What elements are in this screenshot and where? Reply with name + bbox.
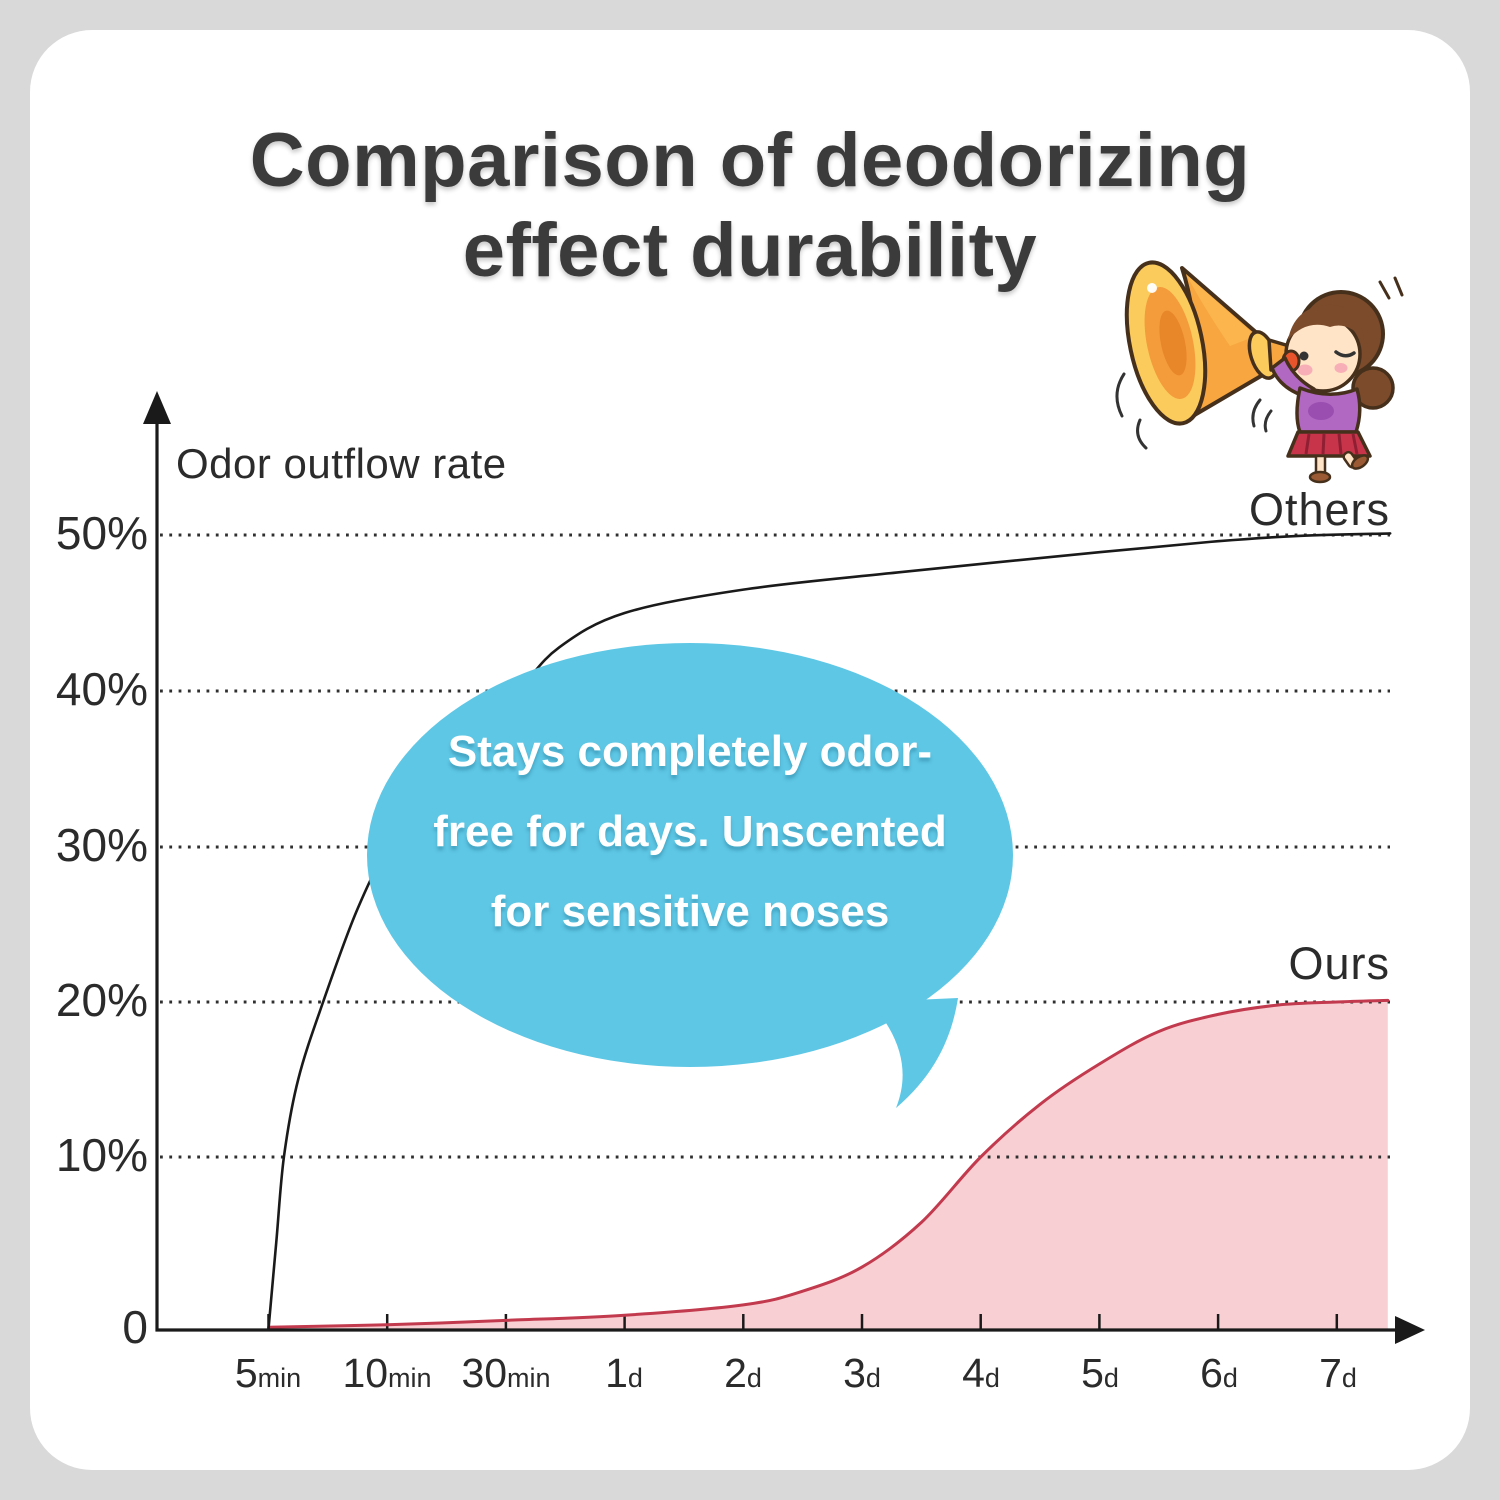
y-axis-arrowhead: [143, 391, 171, 424]
ours-area-fill: [268, 1000, 1388, 1329]
y-tick-label-40: 40%: [55, 663, 148, 715]
title-line-1: Comparison of deodorizing: [249, 118, 1251, 203]
ours-curve: [267, 998, 1390, 1329]
y-tick-label-0: 0: [122, 1301, 148, 1353]
page-title: Comparison of deodorizing effect durabil…: [0, 116, 1500, 296]
speech-bubble-tail: [870, 998, 958, 1108]
y-tick-label-10: 10%: [55, 1129, 148, 1181]
y-tick-label-30: 30%: [55, 819, 148, 871]
y-axis-title: Odor outflow rate: [176, 440, 507, 487]
x-tick-label-5d: 5d: [1081, 1350, 1119, 1396]
y-tick-label-20: 20%: [55, 974, 148, 1026]
x-axis-arrowhead: [1395, 1316, 1425, 1344]
bubble-line-1: Stays completely odor-: [447, 727, 933, 776]
cartoon-girl: [1251, 276, 1404, 484]
speech-bubble-text: Stays completely odor- free for days. Un…: [387, 712, 993, 952]
others-series-label: Others: [1248, 484, 1390, 535]
bubble-line-2: free for days. Unscented: [433, 807, 947, 856]
x-tick-label-5min: 5min: [234, 1350, 302, 1396]
y-tick-label-50: 50%: [55, 507, 148, 559]
ours-series-label: Ours: [1288, 938, 1390, 989]
x-tick-label-2d: 2d: [724, 1350, 762, 1396]
title-line-2: effect durability: [462, 208, 1038, 293]
x-tick-label-3d: 3d: [843, 1350, 881, 1396]
x-tick-label-10min: 10min: [342, 1350, 432, 1396]
megaphone-girl-illustration: [1115, 260, 1404, 484]
x-tick-marks: [267, 1314, 1339, 1330]
x-tick-label-30min: 30min: [461, 1350, 551, 1396]
x-tick-label-7d: 7d: [1319, 1350, 1357, 1396]
speech-bubble: [367, 643, 1013, 1067]
x-tick-label-4d: 4d: [962, 1350, 1000, 1396]
x-tick-label-6d: 6d: [1200, 1350, 1238, 1396]
x-tick-label-1d: 1d: [605, 1350, 643, 1396]
bubble-line-3: for sensitive noses: [490, 887, 890, 936]
